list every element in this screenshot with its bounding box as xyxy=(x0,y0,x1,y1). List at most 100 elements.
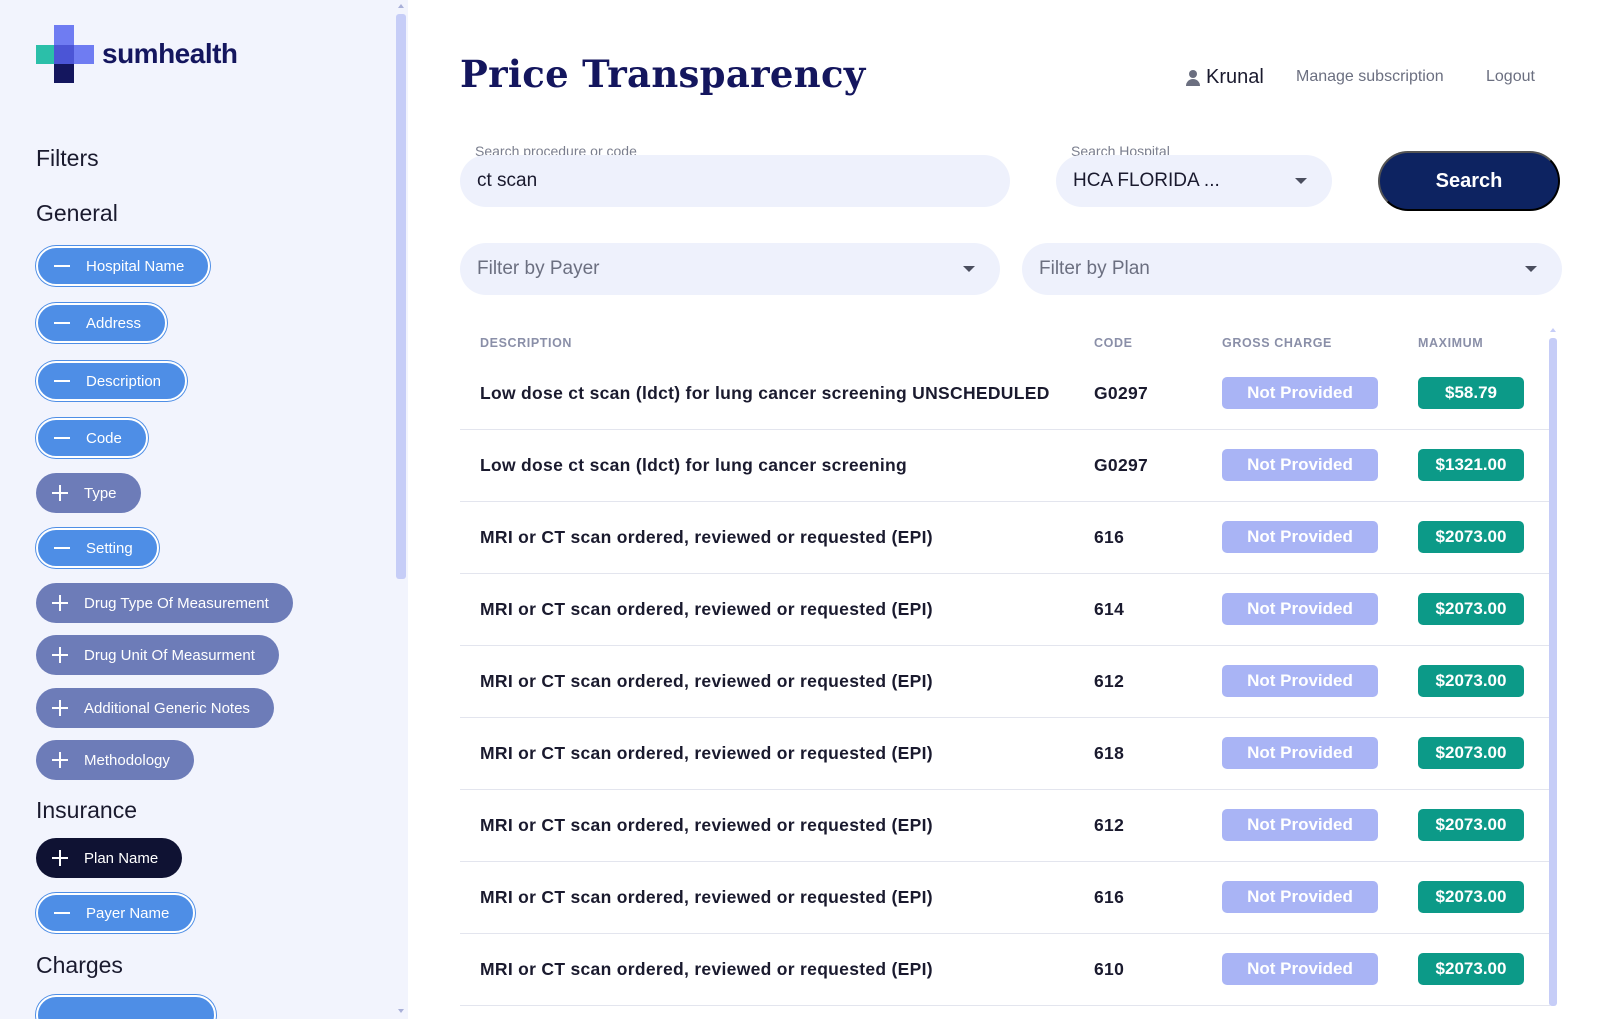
row-code: 618 xyxy=(1094,743,1125,763)
row-description: MRI or CT scan ordered, reviewed or requ… xyxy=(480,959,933,979)
table-row[interactable]: MRI or CT scan ordered, reviewed or requ… xyxy=(460,646,1550,718)
filter-chip-address[interactable]: Address xyxy=(36,303,168,343)
filter-chip-payer-name[interactable]: Payer Name xyxy=(36,893,196,933)
maximum-price-badge: $1321.00 xyxy=(1418,449,1524,481)
filter-chip-description[interactable]: Description xyxy=(36,361,188,401)
row-description: MRI or CT scan ordered, reviewed or requ… xyxy=(480,599,933,619)
filter-chip-drug-unit-of-measurment[interactable]: Drug Unit Of Measurment xyxy=(36,635,279,675)
payer-placeholder: Filter by Payer xyxy=(477,258,600,279)
table-row[interactable]: Low dose ct scan (ldct) for lung cancer … xyxy=(460,358,1550,430)
chevron-down-icon xyxy=(1295,178,1307,184)
filter-chip-code[interactable]: Code xyxy=(36,418,148,458)
sidebar-scrollbar[interactable] xyxy=(394,0,408,1019)
logo-cross-icon xyxy=(36,25,94,83)
column-header-gross-charge: GROSS CHARGE xyxy=(1222,336,1332,350)
sidebar-scrollbar-thumb[interactable] xyxy=(396,14,406,579)
chip-label: Code xyxy=(86,429,122,447)
row-description: MRI or CT scan ordered, reviewed or requ… xyxy=(480,671,933,691)
maximum-price-badge: $2073.00 xyxy=(1418,665,1524,697)
charges-section-title: Charges xyxy=(36,952,123,978)
row-code: 614 xyxy=(1094,599,1125,619)
plan-placeholder: Filter by Plan xyxy=(1039,258,1150,279)
gross-charge-badge: Not Provided xyxy=(1222,521,1378,553)
filter-chip-type[interactable]: Type xyxy=(36,473,141,513)
filter-chip-additional-generic-notes[interactable]: Additional Generic Notes xyxy=(36,688,274,728)
table-row[interactable]: MRI or CT scan ordered, reviewed or requ… xyxy=(460,574,1550,646)
row-code: 612 xyxy=(1094,671,1125,691)
minus-icon xyxy=(38,246,86,286)
gross-charge-badge: Not Provided xyxy=(1222,881,1378,913)
page-title: Price Transparency xyxy=(460,52,866,96)
table-row[interactable]: MRI or CT scan ordered, reviewed or requ… xyxy=(460,718,1550,790)
hospital-search-select[interactable]: HCA FLORIDA ... xyxy=(1056,155,1332,207)
table-row[interactable]: MRI or CT scan ordered, reviewed or requ… xyxy=(460,790,1550,862)
minus-icon xyxy=(38,528,86,568)
chip-label: Payer Name xyxy=(86,904,170,922)
gross-charge-badge: Not Provided xyxy=(1222,737,1378,769)
plus-icon xyxy=(36,635,84,675)
filter-chip-methodology[interactable]: Methodology xyxy=(36,740,194,780)
filter-chip-charges-first[interactable] xyxy=(36,995,216,1019)
brand-logo[interactable]: sumhealth xyxy=(36,25,238,83)
table-row[interactable]: MRI or CT scan ordered, reviewed or requ… xyxy=(460,502,1550,574)
column-header-code: CODE xyxy=(1094,336,1133,350)
logout-link[interactable]: Logout xyxy=(1486,68,1535,85)
scroll-up-arrow-icon[interactable] xyxy=(398,4,404,8)
scroll-up-arrow-icon[interactable] xyxy=(1550,328,1556,332)
row-description: MRI or CT scan ordered, reviewed or requ… xyxy=(480,743,933,763)
table-row[interactable]: MRI or CT scan ordered, reviewed or requ… xyxy=(460,934,1550,1006)
row-code: 616 xyxy=(1094,527,1125,547)
row-description: Low dose ct scan (ldct) for lung cancer … xyxy=(480,383,1050,403)
table-row[interactable]: Low dose ct scan (ldct) for lung cancer … xyxy=(460,430,1550,502)
filter-chip-setting[interactable]: Setting xyxy=(36,528,159,568)
filters-title: Filters xyxy=(36,145,99,171)
filter-chip-drug-type-of-measurement[interactable]: Drug Type Of Measurement xyxy=(36,583,293,623)
filter-chip-plan-name[interactable]: Plan Name xyxy=(36,838,183,878)
hospital-search-value: HCA FLORIDA ... xyxy=(1073,170,1220,191)
filter-by-payer-select[interactable]: Filter by Payer xyxy=(460,243,1000,295)
chip-label: Description xyxy=(86,372,162,390)
gross-charge-badge: Not Provided xyxy=(1222,665,1378,697)
procedure-search-value: ct scan xyxy=(477,170,538,191)
plus-icon xyxy=(36,473,84,513)
scroll-down-arrow-icon[interactable] xyxy=(398,1009,404,1013)
maximum-price-badge: $2073.00 xyxy=(1418,809,1524,841)
plus-icon xyxy=(36,583,84,623)
maximum-price-badge: $2073.00 xyxy=(1418,593,1524,625)
search-button[interactable]: Search xyxy=(1378,151,1560,211)
plus-icon xyxy=(36,688,84,728)
minus-icon xyxy=(38,361,86,401)
gross-charge-badge: Not Provided xyxy=(1222,593,1378,625)
minus-icon xyxy=(38,303,86,343)
maximum-price-badge: $2073.00 xyxy=(1418,521,1524,553)
row-description: MRI or CT scan ordered, reviewed or requ… xyxy=(480,887,933,907)
manage-subscription-link[interactable]: Manage subscription xyxy=(1296,68,1444,85)
minus-icon xyxy=(38,418,86,458)
chip-label: Drug Type Of Measurement xyxy=(84,594,269,612)
table-scrollbar[interactable] xyxy=(1547,328,1559,1008)
table-scrollbar-thumb[interactable] xyxy=(1549,338,1557,1006)
filter-by-plan-select[interactable]: Filter by Plan xyxy=(1022,243,1562,295)
general-section-title: General xyxy=(36,200,118,226)
table-row[interactable]: MRI or CT scan ordered, reviewed or requ… xyxy=(460,862,1550,934)
gross-charge-badge: Not Provided xyxy=(1222,809,1378,841)
maximum-price-badge: $2073.00 xyxy=(1418,737,1524,769)
column-header-maximum: MAXIMUM xyxy=(1418,336,1484,350)
chip-label: Hospital Name xyxy=(86,257,185,275)
maximum-price-badge: $2073.00 xyxy=(1418,881,1524,913)
row-code: G0297 xyxy=(1094,383,1149,403)
gross-charge-badge: Not Provided xyxy=(1222,449,1378,481)
chip-label: Setting xyxy=(86,539,133,557)
brand-name: sumhealth xyxy=(102,38,238,69)
row-code: G0297 xyxy=(1094,455,1149,475)
procedure-search-input[interactable]: ct scan xyxy=(460,155,1010,207)
insurance-section-title: Insurance xyxy=(36,797,138,823)
user-menu[interactable]: Krunal xyxy=(1186,66,1264,89)
filters-sidebar: sumhealth Filters General Hospital Name … xyxy=(0,0,408,1019)
row-code: 616 xyxy=(1094,887,1125,907)
chip-label: Type xyxy=(84,484,117,502)
filter-chip-hospital-name[interactable]: Hospital Name xyxy=(36,246,211,286)
row-description: MRI or CT scan ordered, reviewed or requ… xyxy=(480,527,933,547)
chip-label: Drug Unit Of Measurment xyxy=(84,646,255,664)
plus-icon xyxy=(36,740,84,780)
